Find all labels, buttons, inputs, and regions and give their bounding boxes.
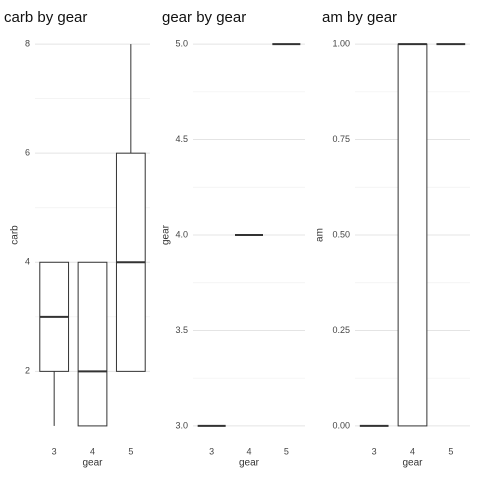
y-tick-label: 4 bbox=[25, 257, 30, 267]
x-axis-label: gear bbox=[239, 458, 260, 469]
y-tick-label: 8 bbox=[25, 38, 30, 48]
box bbox=[77, 261, 108, 427]
y-axis-label: am bbox=[315, 228, 326, 242]
y-tick-label: 5.0 bbox=[175, 38, 188, 48]
y-tick-label: 1.00 bbox=[332, 38, 350, 48]
box bbox=[397, 43, 428, 427]
x-tick-label: 5 bbox=[448, 446, 453, 456]
x-tick-label: 4 bbox=[90, 446, 95, 456]
x-tick-label: 3 bbox=[52, 446, 57, 456]
x-tick-label: 4 bbox=[410, 446, 415, 456]
y-tick-label: 0.00 bbox=[332, 420, 350, 430]
y-tick-label: 0.50 bbox=[332, 229, 350, 239]
panel-title: am by gear bbox=[322, 9, 397, 26]
y-tick-label: 4.0 bbox=[175, 229, 188, 239]
x-tick-label: 5 bbox=[128, 446, 133, 456]
panel-title: carb by gear bbox=[4, 9, 87, 26]
y-axis-label: carb bbox=[10, 225, 21, 245]
y-tick-label: 6 bbox=[25, 148, 30, 158]
y-tick-label: 3.5 bbox=[175, 325, 188, 335]
y-axis-label: gear bbox=[161, 224, 172, 245]
x-tick-label: 3 bbox=[372, 446, 377, 456]
x-tick-label: 5 bbox=[284, 446, 289, 456]
x-tick-label: 3 bbox=[209, 446, 214, 456]
x-axis-label: gear bbox=[402, 458, 423, 469]
panel-title: gear by gear bbox=[162, 9, 246, 26]
y-tick-label: 4.5 bbox=[175, 134, 188, 144]
y-tick-label: 2 bbox=[25, 366, 30, 376]
y-tick-label: 0.75 bbox=[332, 134, 350, 144]
y-tick-label: 3.0 bbox=[175, 420, 188, 430]
x-tick-label: 4 bbox=[246, 446, 251, 456]
x-axis-label: gear bbox=[82, 458, 103, 469]
y-tick-label: 0.25 bbox=[332, 325, 350, 335]
